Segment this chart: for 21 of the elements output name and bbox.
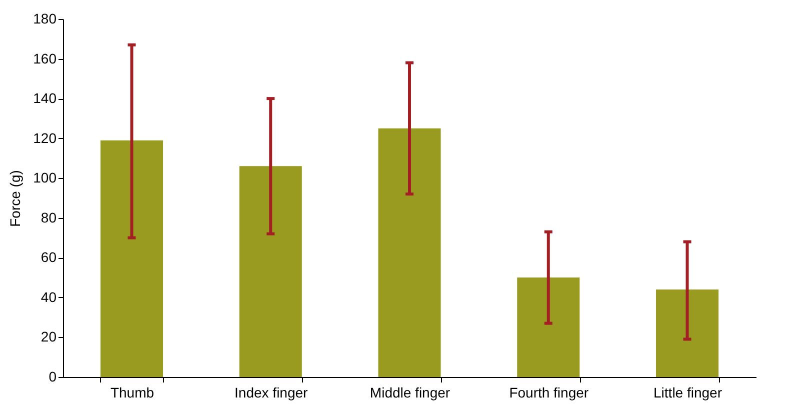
y-tick-label: 0: [48, 368, 57, 384]
x-tick-label: Middle finger: [370, 384, 450, 400]
y-tick-label: 120: [33, 130, 57, 146]
bar: [378, 128, 441, 377]
bar: [100, 140, 163, 377]
bar: [517, 278, 580, 377]
x-tick-label: Little finger: [654, 384, 722, 400]
y-tick-label: 20: [40, 328, 57, 345]
y-tick-label: 160: [33, 50, 57, 66]
x-tick-label: Fourth finger: [509, 384, 589, 400]
y-tick-label: 80: [40, 209, 57, 226]
y-tick-label: 40: [40, 288, 57, 305]
x-tick-label: Index finger: [234, 384, 308, 400]
y-tick-label: 60: [40, 249, 57, 266]
y-axis-title: Force (g): [7, 170, 24, 227]
bar: [656, 289, 719, 377]
x-tick-label: Thumb: [110, 384, 154, 400]
y-tick-label: 140: [33, 90, 57, 106]
y-tick-label: 180: [33, 10, 57, 26]
bar: [239, 166, 302, 377]
y-tick-label: 100: [33, 170, 57, 186]
